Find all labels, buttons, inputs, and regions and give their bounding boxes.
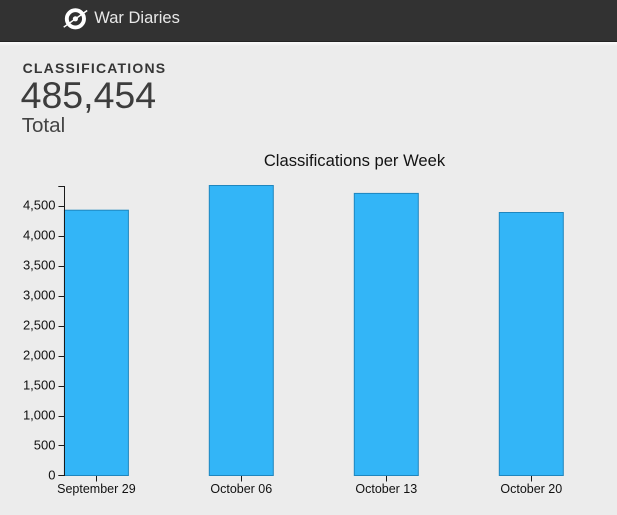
svg-text:3,000: 3,000 <box>23 288 56 303</box>
svg-text:1,500: 1,500 <box>23 378 56 393</box>
svg-text:500: 500 <box>34 438 56 453</box>
svg-text:0: 0 <box>48 468 55 483</box>
svg-text:October 06: October 06 <box>210 482 272 496</box>
svg-text:October 13: October 13 <box>355 482 417 496</box>
svg-text:2,000: 2,000 <box>23 348 56 363</box>
svg-text:Classifications per Week: Classifications per Week <box>264 151 446 170</box>
svg-text:2,500: 2,500 <box>23 318 56 333</box>
svg-text:3,500: 3,500 <box>23 258 56 273</box>
svg-text:September 29: September 29 <box>57 482 136 496</box>
svg-text:4,000: 4,000 <box>23 228 56 243</box>
svg-text:October 20: October 20 <box>500 482 562 496</box>
svg-text:4,500: 4,500 <box>23 198 56 213</box>
svg-text:1,000: 1,000 <box>23 408 56 423</box>
